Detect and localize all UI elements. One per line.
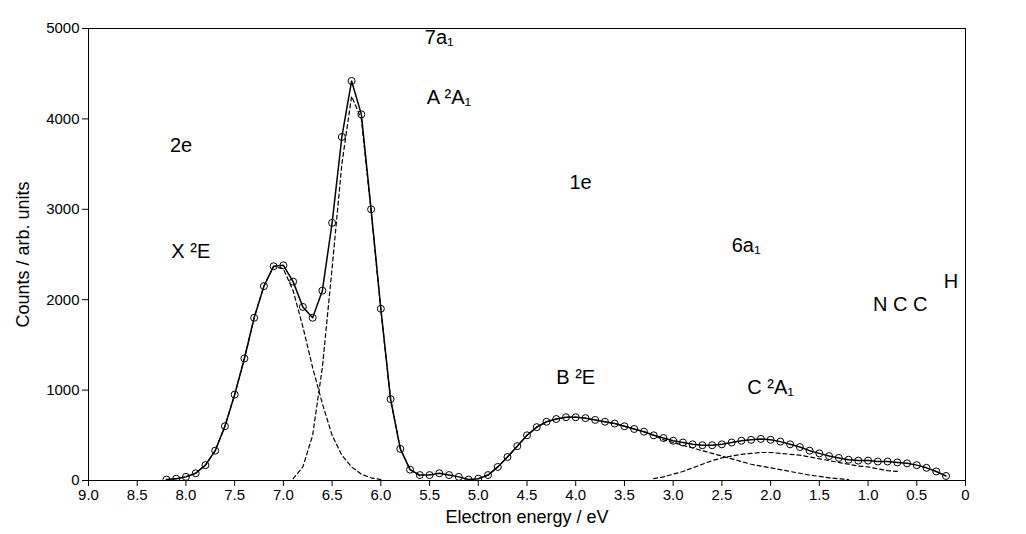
svg-text:0.5: 0.5 xyxy=(906,486,927,503)
svg-text:2.5: 2.5 xyxy=(711,486,732,503)
svg-text:2e: 2e xyxy=(170,134,192,156)
svg-text:4.5: 4.5 xyxy=(517,486,538,503)
svg-text:7.0: 7.0 xyxy=(273,486,294,503)
svg-text:1000: 1000 xyxy=(46,381,79,398)
svg-text:A ²A₁: A ²A₁ xyxy=(427,86,472,108)
svg-text:2000: 2000 xyxy=(46,291,79,308)
svg-text:0: 0 xyxy=(961,486,969,503)
svg-text:3.5: 3.5 xyxy=(614,486,635,503)
svg-text:1.5: 1.5 xyxy=(809,486,830,503)
svg-text:C ²A₁: C ²A₁ xyxy=(747,376,794,398)
svg-text:7a₁: 7a₁ xyxy=(425,26,454,48)
svg-text:Counts / arb. units: Counts / arb. units xyxy=(13,181,33,327)
svg-text:4.0: 4.0 xyxy=(565,486,586,503)
svg-text:6.5: 6.5 xyxy=(322,486,343,503)
svg-text:6.0: 6.0 xyxy=(370,486,391,503)
svg-text:8.5: 8.5 xyxy=(127,486,148,503)
svg-text:H: H xyxy=(944,270,958,292)
svg-text:1.0: 1.0 xyxy=(858,486,879,503)
svg-text:1e: 1e xyxy=(569,171,591,193)
svg-text:7.5: 7.5 xyxy=(224,486,245,503)
svg-text:3000: 3000 xyxy=(46,200,79,217)
svg-text:0: 0 xyxy=(71,471,80,489)
svg-text:N C C: N C C xyxy=(873,293,927,315)
svg-text:9.0: 9.0 xyxy=(78,486,99,503)
svg-text:X ²E: X ²E xyxy=(171,240,210,262)
svg-text:5000: 5000 xyxy=(46,19,79,36)
svg-text:4000: 4000 xyxy=(46,110,79,127)
svg-text:5.0: 5.0 xyxy=(468,486,489,503)
svg-text:3.0: 3.0 xyxy=(663,486,684,503)
svg-text:B ²E: B ²E xyxy=(556,366,595,388)
svg-text:Electron energy / eV: Electron energy / eV xyxy=(445,507,608,527)
svg-text:6a₁: 6a₁ xyxy=(732,234,761,256)
svg-text:5.5: 5.5 xyxy=(419,486,440,503)
svg-text:2.0: 2.0 xyxy=(760,486,781,503)
svg-text:8.0: 8.0 xyxy=(176,486,197,503)
